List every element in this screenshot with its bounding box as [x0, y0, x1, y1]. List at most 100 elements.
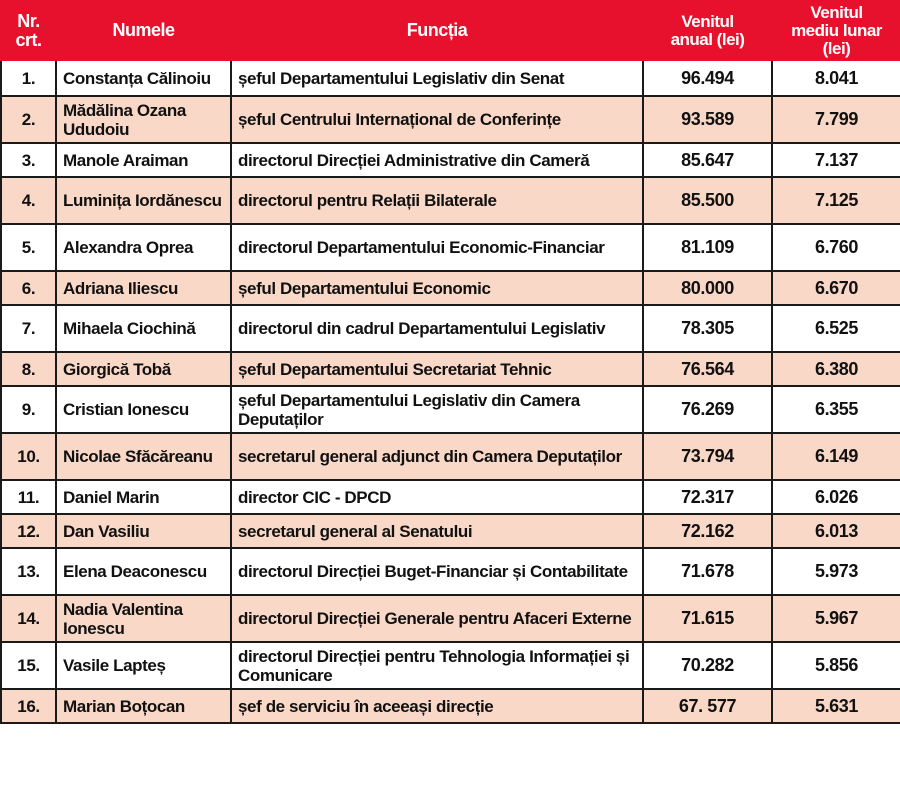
- row-number: 14.: [0, 594, 57, 643]
- row-number: 15.: [0, 641, 57, 690]
- row-function: directorul Direcției Generale pentru Afa…: [230, 594, 644, 643]
- row-name: Mădălina Ozana Ududoiu: [55, 95, 232, 144]
- row-name: Vasile Lapteș: [55, 641, 232, 690]
- row-number: 5.: [0, 223, 57, 272]
- row-number: 9.: [0, 385, 57, 434]
- row-function: directorul din cadrul Departamentului Le…: [230, 304, 644, 353]
- row-name: Marian Boțocan: [55, 688, 232, 724]
- row-annual: 85.647: [642, 142, 773, 178]
- row-monthly: 6.670: [771, 270, 900, 306]
- row-function: secretarul general al Senatului: [230, 513, 644, 549]
- table-row: 7. Mihaela Ciochină directorul din cadru…: [0, 304, 900, 353]
- row-function: șef de serviciu în aceeași direcție: [230, 688, 644, 724]
- row-monthly: 7.799: [771, 95, 900, 144]
- row-function: directorul Direcției pentru Tehnologia I…: [230, 641, 644, 690]
- table-row: 10. Nicolae Sfăcăreanu secretarul genera…: [0, 432, 900, 481]
- header-row: Nr. crt. Numele Funcția Venitul anual (l…: [0, 0, 900, 61]
- header-annual: Venitul anual (lei): [642, 0, 773, 61]
- row-monthly: 6.355: [771, 385, 900, 434]
- row-number: 10.: [0, 432, 57, 481]
- row-number: 2.: [0, 95, 57, 144]
- row-monthly: 5.631: [771, 688, 900, 724]
- row-name: Mihaela Ciochină: [55, 304, 232, 353]
- row-name: Nadia Valentina Ionescu: [55, 594, 232, 643]
- table-row: 4. Luminița Iordănescu directorul pentru…: [0, 176, 900, 225]
- row-number: 1.: [0, 59, 57, 97]
- row-monthly: 5.856: [771, 641, 900, 690]
- table-row: 12. Dan Vasiliu secretarul general al Se…: [0, 513, 900, 549]
- row-number: 6.: [0, 270, 57, 306]
- row-annual: 96.494: [642, 59, 773, 97]
- row-annual: 71.615: [642, 594, 773, 643]
- row-name: Constanța Călinoiu: [55, 59, 232, 97]
- row-number: 13.: [0, 547, 57, 596]
- table-row: 2. Mădălina Ozana Ududoiu șeful Centrulu…: [0, 95, 900, 144]
- row-annual: 81.109: [642, 223, 773, 272]
- row-monthly: 6.380: [771, 351, 900, 387]
- table-row: 11. Daniel Marin director CIC - DPCD 72.…: [0, 479, 900, 515]
- row-name: Giorgică Tobă: [55, 351, 232, 387]
- row-function: șeful Departamentului Legislativ din Cam…: [230, 385, 644, 434]
- header-monthly: Venitul mediu lunar (lei): [771, 0, 900, 61]
- row-function: directorul Direcției Buget-Financiar și …: [230, 547, 644, 596]
- row-name: Elena Deaconescu: [55, 547, 232, 596]
- row-annual: 72.162: [642, 513, 773, 549]
- row-annual: 76.269: [642, 385, 773, 434]
- row-number: 7.: [0, 304, 57, 353]
- row-function: șeful Departamentului Secretariat Tehnic: [230, 351, 644, 387]
- table-row: 3. Manole Araiman directorul Direcției A…: [0, 142, 900, 178]
- header-nr: Nr. crt.: [0, 0, 57, 61]
- row-name: Cristian Ionescu: [55, 385, 232, 434]
- table-row: 1. Constanța Călinoiu șeful Departamentu…: [0, 59, 900, 97]
- row-monthly: 6.026: [771, 479, 900, 515]
- row-name: Adriana Iliescu: [55, 270, 232, 306]
- row-annual: 71.678: [642, 547, 773, 596]
- row-number: 4.: [0, 176, 57, 225]
- row-annual: 85.500: [642, 176, 773, 225]
- row-annual: 80.000: [642, 270, 773, 306]
- row-function: secretarul general adjunct din Camera De…: [230, 432, 644, 481]
- row-annual: 72.317: [642, 479, 773, 515]
- table-row: 14. Nadia Valentina Ionescu directorul D…: [0, 594, 900, 643]
- row-number: 12.: [0, 513, 57, 549]
- row-function: directorul pentru Relații Bilaterale: [230, 176, 644, 225]
- row-number: 11.: [0, 479, 57, 515]
- table-row: 16. Marian Boțocan șef de serviciu în ac…: [0, 688, 900, 724]
- row-name: Alexandra Oprea: [55, 223, 232, 272]
- row-annual: 76.564: [642, 351, 773, 387]
- header-nr-label: Nr. crt.: [15, 10, 42, 50]
- header-name: Numele: [55, 0, 232, 61]
- row-function: șeful Departamentului Legislativ din Sen…: [230, 59, 644, 97]
- table-row: 13. Elena Deaconescu directorul Direcție…: [0, 547, 900, 596]
- row-name: Daniel Marin: [55, 479, 232, 515]
- row-function: directorul Direcției Administrative din …: [230, 142, 644, 178]
- header-function-label: Funcția: [406, 20, 468, 40]
- row-name: Manole Araiman: [55, 142, 232, 178]
- row-name: Dan Vasiliu: [55, 513, 232, 549]
- row-monthly: 6.760: [771, 223, 900, 272]
- row-number: 3.: [0, 142, 57, 178]
- row-annual: 70.282: [642, 641, 773, 690]
- table-row: 5. Alexandra Oprea directorul Departamen…: [0, 223, 900, 272]
- row-number: 8.: [0, 351, 57, 387]
- header-name-label: Numele: [112, 20, 175, 40]
- row-name: Luminița Iordănescu: [55, 176, 232, 225]
- row-function: șeful Departamentului Economic: [230, 270, 644, 306]
- header-monthly-label: Venitul mediu lunar (lei): [791, 2, 882, 58]
- row-number: 16.: [0, 688, 57, 724]
- header-annual-label: Venitul anual (lei): [670, 11, 745, 49]
- row-function: director CIC - DPCD: [230, 479, 644, 515]
- table-row: 15. Vasile Lapteș directorul Direcției p…: [0, 641, 900, 690]
- row-annual: 93.589: [642, 95, 773, 144]
- row-monthly: 7.137: [771, 142, 900, 178]
- row-annual: 78.305: [642, 304, 773, 353]
- row-monthly: 6.525: [771, 304, 900, 353]
- row-annual: 73.794: [642, 432, 773, 481]
- row-function: șeful Centrului Internațional de Conferi…: [230, 95, 644, 144]
- row-function: directorul Departamentului Economic-Fina…: [230, 223, 644, 272]
- row-name: Nicolae Sfăcăreanu: [55, 432, 232, 481]
- table-row: 8. Giorgică Tobă șeful Departamentului S…: [0, 351, 900, 387]
- row-monthly: 5.967: [771, 594, 900, 643]
- table-row: 6. Adriana Iliescu șeful Departamentului…: [0, 270, 900, 306]
- row-annual: 67. 577: [642, 688, 773, 724]
